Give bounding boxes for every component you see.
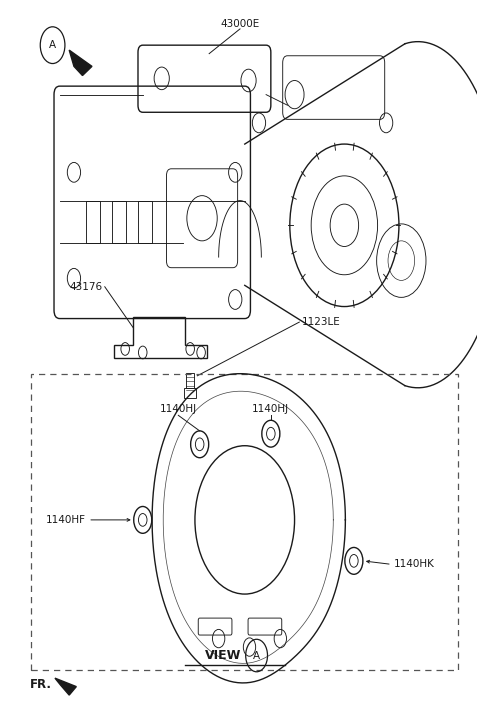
Text: 1123LE: 1123LE [301, 317, 340, 327]
Text: 1140HF: 1140HF [46, 515, 86, 525]
Bar [186, 373, 194, 389]
Text: A: A [253, 651, 260, 661]
Text: VIEW: VIEW [205, 649, 241, 662]
Text: 43176: 43176 [69, 282, 102, 292]
Bar [138, 201, 152, 243]
Bar [112, 201, 126, 243]
Text: A: A [49, 40, 56, 50]
Bar [184, 389, 196, 399]
Polygon shape [55, 678, 76, 695]
Polygon shape [69, 50, 92, 75]
Text: FR.: FR. [30, 678, 52, 691]
Text: 43000E: 43000E [220, 19, 260, 29]
Text: 1140HJ: 1140HJ [252, 404, 289, 414]
Bar [31, 374, 458, 671]
Text: 1140HK: 1140HK [394, 560, 435, 570]
Text: 1140HJ: 1140HJ [160, 404, 197, 414]
Bar [86, 201, 100, 243]
